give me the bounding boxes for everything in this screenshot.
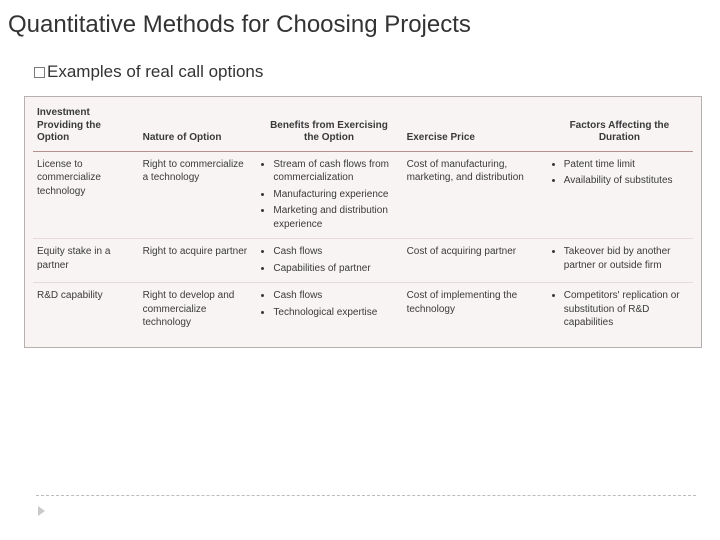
th-investment: Investment Providing the Option <box>33 103 139 151</box>
table-row: License to commercialize technology Righ… <box>33 151 693 239</box>
cell-exercise-price: Cost of manufacturing, marketing, and di… <box>403 151 548 239</box>
subtitle: Examples of real call options <box>0 44 720 90</box>
cell-investment: R&D capability <box>33 283 139 337</box>
list-item: Stream of cash flows from commercializat… <box>273 158 396 185</box>
cell-factors: Competitors' replication or substitution… <box>548 283 693 337</box>
cell-exercise-price: Cost of implementing the technology <box>403 283 548 337</box>
cell-investment: Equity stake in a partner <box>33 239 139 283</box>
cell-benefits: Stream of cash flows from commercializat… <box>257 151 402 239</box>
th-benefits: Benefits from Exercising the Option <box>257 103 402 151</box>
cell-nature: Right to commercialize a technology <box>139 151 258 239</box>
table-header-row: Investment Providing the Option Nature o… <box>33 103 693 151</box>
list-item: Marketing and distribution experience <box>273 204 396 231</box>
table-row: R&D capability Right to develop and comm… <box>33 283 693 337</box>
list-item: Cash flows <box>273 245 396 259</box>
cell-investment: License to commercialize technology <box>33 151 139 239</box>
th-nature: Nature of Option <box>139 103 258 151</box>
cell-nature: Right to develop and commercialize techn… <box>139 283 258 337</box>
cell-factors: Takeover bid by another partner or outsi… <box>548 239 693 283</box>
list-item: Manufacturing experience <box>273 188 396 202</box>
subtitle-rest: of real call options <box>122 62 264 81</box>
arrow-right-icon <box>38 506 45 516</box>
options-table: Investment Providing the Option Nature o… <box>33 103 693 337</box>
list-item: Takeover bid by another partner or outsi… <box>564 245 687 272</box>
list-item: Availability of substitutes <box>564 174 687 188</box>
cell-nature: Right to acquire partner <box>139 239 258 283</box>
th-factors: Factors Affecting the Duration <box>548 103 693 151</box>
page-title: Quantitative Methods for Choosing Projec… <box>0 0 720 44</box>
list-item: Patent time limit <box>564 158 687 172</box>
list-item: Competitors' replication or substitution… <box>564 289 687 330</box>
footer-divider <box>36 495 696 496</box>
th-exercise-price: Exercise Price <box>403 103 548 151</box>
subtitle-prefix: Examples <box>47 62 122 81</box>
list-item: Technological expertise <box>273 306 396 320</box>
list-item: Capabilities of partner <box>273 262 396 276</box>
options-table-frame: Investment Providing the Option Nature o… <box>24 96 702 348</box>
table-row: Equity stake in a partner Right to acqui… <box>33 239 693 283</box>
cell-benefits: Cash flows Capabilities of partner <box>257 239 402 283</box>
cell-exercise-price: Cost of acquiring partner <box>403 239 548 283</box>
cell-benefits: Cash flows Technological expertise <box>257 283 402 337</box>
cell-factors: Patent time limit Availability of substi… <box>548 151 693 239</box>
bullet-box-icon <box>34 67 45 78</box>
list-item: Cash flows <box>273 289 396 303</box>
